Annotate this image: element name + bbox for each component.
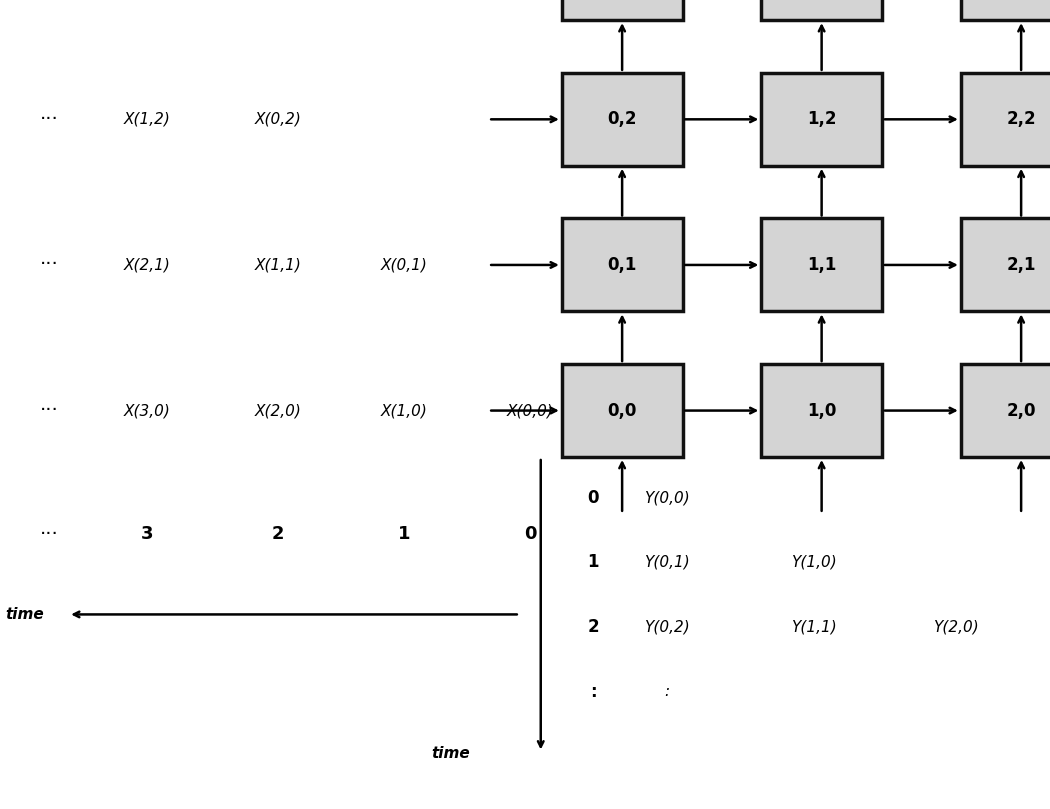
Text: X(0,0): X(0,0) bbox=[507, 403, 553, 418]
FancyBboxPatch shape bbox=[761, 364, 882, 457]
Text: 0,1: 0,1 bbox=[608, 256, 636, 274]
Text: :: : bbox=[590, 683, 596, 701]
Text: X(1,2): X(1,2) bbox=[124, 112, 170, 127]
Text: 2,2: 2,2 bbox=[1006, 110, 1036, 129]
FancyBboxPatch shape bbox=[961, 218, 1050, 311]
FancyBboxPatch shape bbox=[961, 73, 1050, 166]
Text: Y(0,2): Y(0,2) bbox=[644, 620, 690, 634]
FancyBboxPatch shape bbox=[562, 364, 682, 457]
Text: 1,2: 1,2 bbox=[806, 110, 837, 129]
Text: X(0,2): X(0,2) bbox=[255, 112, 301, 127]
Text: X(2,1): X(2,1) bbox=[124, 257, 170, 273]
FancyBboxPatch shape bbox=[761, 0, 882, 20]
Text: X(0,1): X(0,1) bbox=[381, 257, 427, 273]
Text: 1,1: 1,1 bbox=[807, 256, 836, 274]
Text: 2,1: 2,1 bbox=[1006, 256, 1036, 274]
Text: X(3,0): X(3,0) bbox=[124, 403, 170, 418]
Text: Y(0,1): Y(0,1) bbox=[644, 555, 690, 570]
Text: 3: 3 bbox=[141, 525, 153, 544]
FancyBboxPatch shape bbox=[761, 218, 882, 311]
Text: X(1,0): X(1,0) bbox=[381, 403, 427, 418]
Text: 2: 2 bbox=[272, 525, 285, 544]
Text: Y(1,1): Y(1,1) bbox=[791, 620, 837, 634]
FancyBboxPatch shape bbox=[562, 73, 682, 166]
FancyBboxPatch shape bbox=[761, 73, 882, 166]
FancyBboxPatch shape bbox=[562, 0, 682, 20]
Text: 0,0: 0,0 bbox=[608, 401, 636, 420]
Text: time: time bbox=[5, 607, 44, 622]
Text: time: time bbox=[432, 747, 470, 761]
FancyBboxPatch shape bbox=[562, 218, 682, 311]
Text: 2,0: 2,0 bbox=[1006, 401, 1036, 420]
Text: 0: 0 bbox=[588, 489, 598, 506]
Text: 1,0: 1,0 bbox=[807, 401, 836, 420]
Text: 1: 1 bbox=[398, 525, 411, 544]
Text: ···: ··· bbox=[40, 401, 59, 420]
Text: :: : bbox=[665, 684, 669, 699]
Text: 2: 2 bbox=[587, 618, 600, 636]
FancyBboxPatch shape bbox=[961, 0, 1050, 20]
Text: 0,2: 0,2 bbox=[607, 110, 637, 129]
Text: 1: 1 bbox=[588, 553, 598, 571]
Text: 0: 0 bbox=[524, 525, 537, 544]
Text: X(1,1): X(1,1) bbox=[255, 257, 301, 273]
Text: ···: ··· bbox=[40, 256, 59, 274]
Text: X(2,0): X(2,0) bbox=[255, 403, 301, 418]
Text: ···: ··· bbox=[40, 110, 59, 129]
FancyBboxPatch shape bbox=[961, 364, 1050, 457]
Text: Y(1,0): Y(1,0) bbox=[791, 555, 837, 570]
Text: Y(2,0): Y(2,0) bbox=[932, 620, 979, 634]
Text: Y(0,0): Y(0,0) bbox=[644, 490, 690, 505]
Text: ···: ··· bbox=[40, 525, 59, 544]
